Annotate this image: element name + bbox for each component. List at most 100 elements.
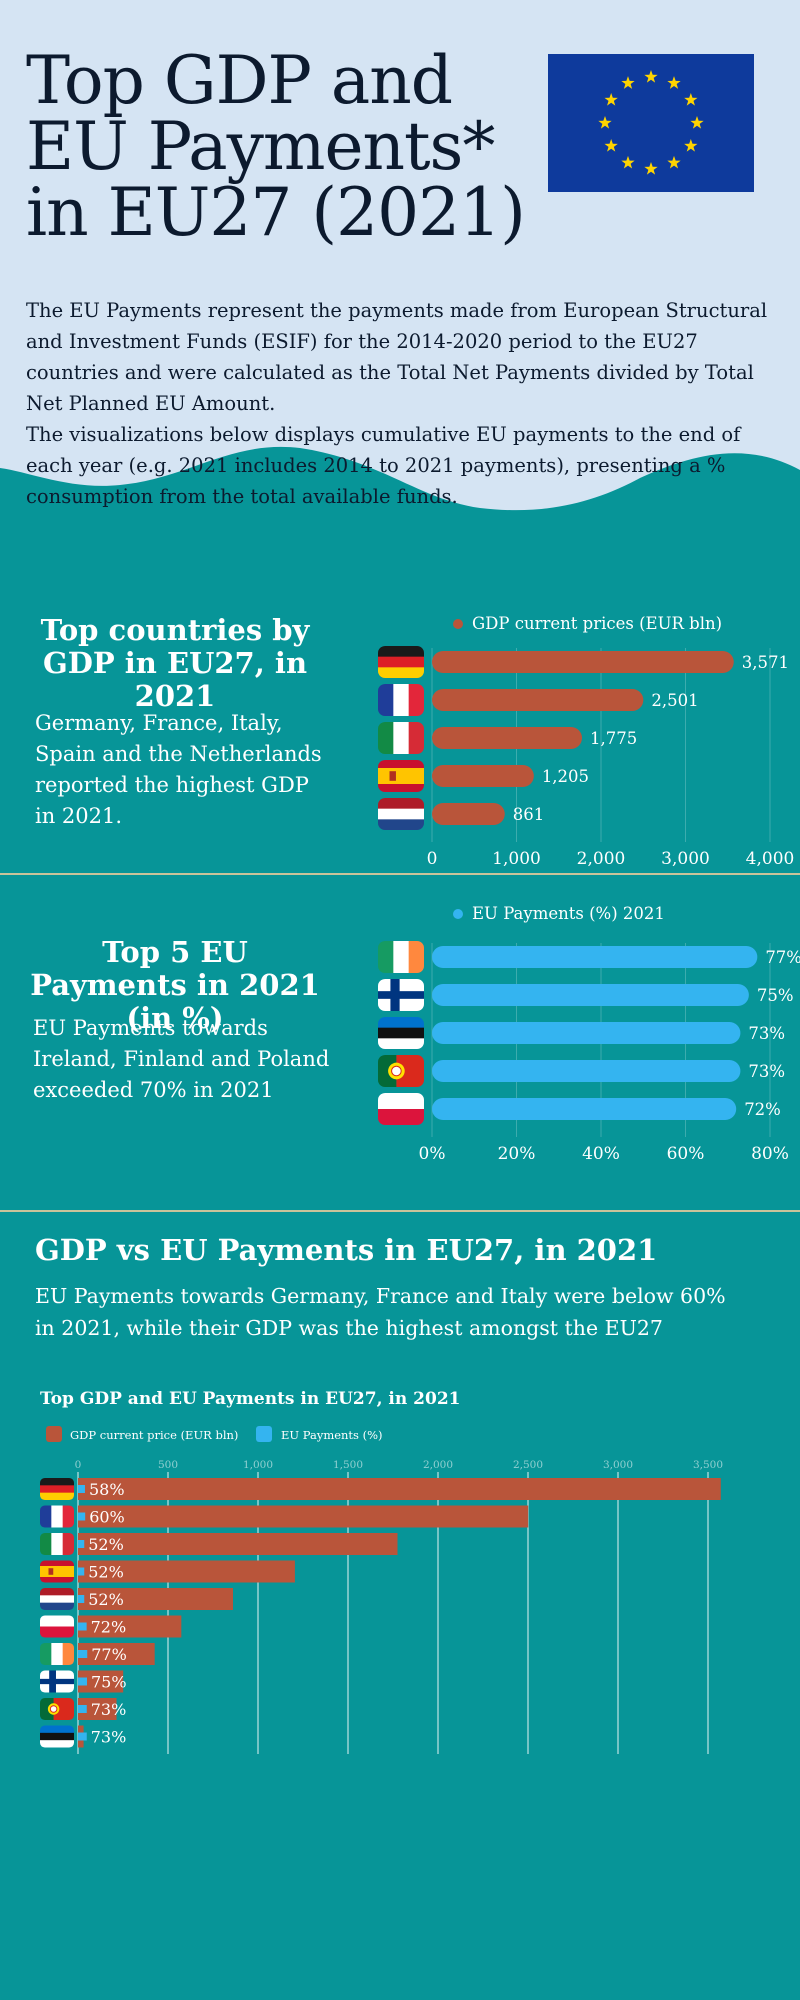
x-tick-label: 80% bbox=[751, 1144, 789, 1160]
flag-spain-icon bbox=[40, 1560, 74, 1583]
x-tick-label: 1,000 bbox=[492, 849, 541, 869]
x-tick-label: 20% bbox=[498, 1144, 536, 1160]
x-tick-label: 2,000 bbox=[577, 849, 626, 869]
payments-bar bbox=[78, 1567, 85, 1576]
flag-estonia-icon bbox=[378, 1017, 424, 1049]
x-tick-label: 0 bbox=[427, 849, 438, 869]
section-divider bbox=[0, 1210, 800, 1212]
legend-label: GDP current price (EUR bln) bbox=[70, 1428, 238, 1442]
x-tick-label: 60% bbox=[667, 1144, 705, 1160]
data-label: 861 bbox=[513, 805, 545, 824]
flag-poland-icon bbox=[378, 1093, 424, 1125]
data-label: 72% bbox=[91, 1618, 127, 1637]
flag-finland-icon bbox=[378, 979, 424, 1011]
flag-poland-icon bbox=[40, 1615, 74, 1638]
data-label: 58% bbox=[89, 1480, 125, 1499]
flag-spain-icon bbox=[378, 760, 424, 792]
x-tick-label: 3,000 bbox=[661, 849, 710, 869]
flag-netherlands-icon bbox=[378, 798, 424, 830]
star-icon bbox=[684, 93, 698, 106]
payments-bar bbox=[78, 1732, 87, 1741]
data-label: 77% bbox=[765, 948, 800, 967]
legend-label: EU Payments (%) 2021 bbox=[472, 904, 665, 923]
bar bbox=[432, 651, 734, 673]
star-icon bbox=[667, 76, 681, 89]
data-label: 77% bbox=[91, 1645, 127, 1664]
gdp-bar bbox=[78, 1698, 117, 1720]
section1-title: Top countries by GDP in EU27, in 2021 bbox=[40, 613, 310, 713]
x-tick-label: 0 bbox=[75, 1459, 82, 1471]
flag-italy-icon bbox=[378, 722, 424, 754]
legend-swatch bbox=[256, 1426, 272, 1442]
bar bbox=[432, 727, 582, 749]
star-icon bbox=[621, 76, 635, 89]
payments-bar bbox=[78, 1705, 87, 1713]
star-icon bbox=[598, 116, 612, 129]
gdp-vs-payments-chart: Top GDP and EU Payments in EU27, in 2021… bbox=[40, 1389, 723, 1754]
gdp-bar bbox=[78, 1643, 155, 1665]
star-icon bbox=[690, 116, 704, 129]
x-tick-label: 3,500 bbox=[693, 1459, 723, 1471]
legend-swatch bbox=[46, 1426, 62, 1442]
bar bbox=[432, 765, 534, 787]
star-icon bbox=[604, 93, 618, 106]
page-title: Top GDP and EU Payments* in EU27 (2021) bbox=[26, 48, 546, 246]
star-icon bbox=[644, 162, 658, 175]
flag-portugal-icon bbox=[378, 1055, 424, 1087]
gdp-bar bbox=[78, 1533, 398, 1555]
bar bbox=[432, 1022, 741, 1044]
bar bbox=[432, 984, 749, 1006]
x-tick-label: 4,000 bbox=[746, 849, 795, 869]
data-label: 52% bbox=[88, 1563, 124, 1582]
gdp-bar-chart: GDP current prices (EUR bln) 0 1,000 2,000 3… bbox=[378, 614, 795, 869]
star-icon bbox=[604, 139, 618, 152]
gdp-bar bbox=[78, 1588, 233, 1610]
chart-legend: GDP current price (EUR bln) EU Payments (… bbox=[46, 1426, 383, 1442]
data-label: 1,205 bbox=[542, 767, 589, 786]
x-tick-label: 2,000 bbox=[423, 1459, 453, 1471]
payments-bar bbox=[78, 1595, 85, 1603]
section2-text: EU Payments towards Ireland, Finland and… bbox=[33, 1016, 330, 1102]
intro-paragraph: The visualizations below displays cumula… bbox=[26, 423, 741, 508]
data-label: 52% bbox=[88, 1590, 124, 1609]
legend-label: GDP current prices (EUR bln) bbox=[472, 614, 722, 633]
x-tick-label: 3,000 bbox=[603, 1459, 633, 1471]
data-label: 1,775 bbox=[590, 729, 637, 748]
data-label: 72% bbox=[744, 1100, 781, 1119]
gdp-bar bbox=[78, 1478, 721, 1500]
flag-finland-icon bbox=[40, 1670, 74, 1693]
data-label: 2,501 bbox=[651, 691, 698, 710]
section-divider bbox=[0, 873, 800, 875]
eu-flag-icon bbox=[548, 54, 754, 192]
payments-bar bbox=[78, 1622, 87, 1631]
data-label: 52% bbox=[88, 1535, 124, 1554]
bar bbox=[432, 946, 758, 968]
section1-text: Germany, France, Italy, Spain and the Ne… bbox=[35, 711, 322, 828]
gdp-bar bbox=[78, 1505, 529, 1528]
section3-title: GDP vs EU Payments in EU27, in 2021 bbox=[35, 1233, 658, 1267]
intro-text: The EU Payments represent the payments m… bbox=[26, 295, 786, 512]
flag-estonia-icon bbox=[40, 1725, 74, 1748]
x-tick-label: 40% bbox=[582, 1144, 620, 1160]
flag-germany-icon bbox=[378, 646, 424, 678]
intro-paragraph: The EU Payments represent the payments m… bbox=[26, 299, 768, 415]
x-tick-label: 2,500 bbox=[513, 1459, 543, 1471]
flag-portugal-icon bbox=[40, 1698, 74, 1720]
flag-france-icon bbox=[378, 684, 424, 716]
chart-legend: EU Payments (%) 2021 bbox=[453, 904, 665, 923]
x-tick-label: 1,000 bbox=[243, 1459, 273, 1471]
data-label: 75% bbox=[91, 1673, 127, 1692]
legend-label: EU Payments (%) bbox=[281, 1428, 383, 1442]
bar bbox=[432, 803, 505, 825]
title-line: in EU27 (2021) bbox=[26, 174, 526, 251]
data-label: 73% bbox=[748, 1062, 785, 1081]
star-icon bbox=[667, 155, 681, 169]
eu-payments-bar-chart: EU Payments (%) 2021 0% 20% 40% 60% 80% 77% 75%… bbox=[378, 904, 800, 1160]
star-icon bbox=[684, 139, 698, 152]
data-label: 60% bbox=[89, 1508, 125, 1527]
chart-legend: GDP current prices (EUR bln) bbox=[453, 614, 722, 633]
title-line: EU Payments* bbox=[26, 108, 495, 185]
gdp-bar bbox=[78, 1560, 295, 1583]
title-line: Top GDP and bbox=[26, 42, 453, 119]
legend-swatch bbox=[453, 619, 463, 629]
